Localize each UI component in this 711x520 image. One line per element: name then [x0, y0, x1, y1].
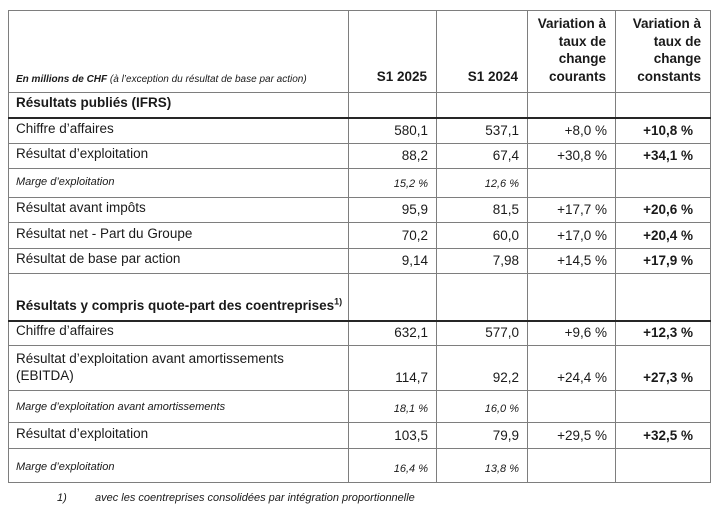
- empty-cell: [348, 273, 437, 322]
- value-variation-constants: +10,8 %: [615, 117, 711, 144]
- footnote-reference: 1): [334, 296, 343, 307]
- value-s1-2024: 12,6 %: [436, 168, 528, 198]
- empty-cell: [615, 92, 711, 119]
- row-label: Résultat d’exploitation: [8, 422, 349, 449]
- value-variation-courants: +9,6 %: [527, 320, 616, 346]
- value-variation-constants: +20,4 %: [615, 222, 711, 249]
- value-s1-2025: 580,1: [348, 117, 437, 144]
- value-s1-2025: 70,2: [348, 222, 437, 249]
- value-s1-2025: 9,14: [348, 248, 437, 274]
- empty-cell: [527, 448, 616, 483]
- empty-cell: [436, 92, 528, 119]
- value-variation-constants: +20,6 %: [615, 197, 711, 223]
- column-header-variation-constants: Variation à taux de change constants: [615, 10, 711, 93]
- value-variation-courants: +17,7 %: [527, 197, 616, 223]
- value-variation-courants: +30,8 %: [527, 143, 616, 169]
- table-row-ebitda: Résultat d’exploitation avant amortissem…: [8, 345, 711, 391]
- footnote-text: avec les coentreprises consolidées par i…: [95, 492, 415, 504]
- row-label: Résultat d’exploitation avant amortissem…: [8, 345, 349, 391]
- row-label: Résultat avant impôts: [8, 197, 349, 223]
- empty-cell: [527, 273, 616, 322]
- empty-cell: [527, 92, 616, 119]
- empty-cell: [527, 168, 616, 198]
- table-row: Résultat avant impôts 95,9 81,5 +17,7 % …: [8, 197, 711, 223]
- section-title: Résultats y compris quote-part des coent…: [8, 273, 349, 322]
- column-header-s1-2025: S1 2025: [348, 10, 437, 93]
- empty-cell: [615, 273, 711, 322]
- value-s1-2025: 88,2: [348, 143, 437, 169]
- value-s1-2025: 16,4 %: [348, 448, 437, 483]
- row-label: Marge d’exploitation avant amortissement…: [8, 390, 349, 423]
- unit-note-regular: (à l’exception du résultat de base par a…: [107, 74, 307, 85]
- value-variation-courants: +24,4 %: [527, 345, 616, 391]
- footnote-marker: 1): [57, 492, 67, 504]
- row-label: Résultat d’exploitation: [8, 143, 349, 169]
- value-s1-2024: 16,0 %: [436, 390, 528, 423]
- value-variation-constants: +32,5 %: [615, 422, 711, 449]
- column-header-s1-2024: S1 2024: [436, 10, 528, 93]
- value-s1-2024: 537,1: [436, 117, 528, 144]
- table-row-margin: Marge d’exploitation 16,4 % 13,8 %: [8, 448, 711, 483]
- column-header-variation-courants: Variation à taux de change courants: [527, 10, 616, 93]
- table-row: Résultat de base par action 9,14 7,98 +1…: [8, 248, 711, 274]
- value-variation-courants: +14,5 %: [527, 248, 616, 274]
- row-label: Résultat net - Part du Groupe: [8, 222, 349, 249]
- value-s1-2024: 577,0: [436, 320, 528, 346]
- row-label: Chiffre d’affaires: [8, 117, 349, 144]
- value-s1-2025: 632,1: [348, 320, 437, 346]
- empty-cell: [615, 390, 711, 423]
- table-header-row: En millions de CHF (à l’exception du rés…: [8, 10, 711, 93]
- value-s1-2024: 81,5: [436, 197, 528, 223]
- value-variation-courants: +17,0 %: [527, 222, 616, 249]
- value-s1-2024: 7,98: [436, 248, 528, 274]
- table-row: Résultat net - Part du Groupe 70,2 60,0 …: [8, 222, 711, 249]
- row-label: Marge d’exploitation: [8, 168, 349, 198]
- value-variation-constants: +12,3 %: [615, 320, 711, 346]
- empty-cell: [348, 92, 437, 119]
- value-s1-2024: 79,9: [436, 422, 528, 449]
- row-label: Chiffre d’affaires: [8, 320, 349, 346]
- section-title: Résultats publiés (IFRS): [8, 92, 349, 119]
- section-row-ifrs: Résultats publiés (IFRS): [8, 92, 711, 119]
- empty-cell: [527, 390, 616, 423]
- table-row-margin: Marge d’exploitation 15,2 % 12,6 %: [8, 168, 711, 198]
- table-row: Chiffre d’affaires 632,1 577,0 +9,6 % +1…: [8, 320, 711, 346]
- section-row-coentreprises: Résultats y compris quote-part des coent…: [8, 273, 711, 322]
- unit-note-bold: En millions de CHF: [16, 74, 108, 85]
- value-s1-2024: 67,4: [436, 143, 528, 169]
- value-s1-2025: 15,2 %: [348, 168, 437, 198]
- footnote: 1) avec les coentreprises consolidées pa…: [57, 492, 415, 504]
- value-s1-2024: 13,8 %: [436, 448, 528, 483]
- empty-cell: [436, 273, 528, 322]
- empty-cell: [615, 168, 711, 198]
- value-variation-courants: +8,0 %: [527, 117, 616, 144]
- value-s1-2025: 114,7: [348, 345, 437, 391]
- empty-cell: [615, 448, 711, 483]
- value-s1-2024: 60,0: [436, 222, 528, 249]
- section-title-text: Résultats y compris quote-part des coent…: [16, 297, 335, 313]
- value-variation-constants: +27,3 %: [615, 345, 711, 391]
- table-row: Résultat d’exploitation 103,5 79,9 +29,5…: [8, 422, 711, 449]
- value-variation-constants: +34,1 %: [615, 143, 711, 169]
- table-row: Chiffre d’affaires 580,1 537,1 +8,0 % +1…: [8, 117, 711, 144]
- table-row-margin: Marge d’exploitation avant amortissement…: [8, 390, 711, 423]
- value-s1-2025: 95,9: [348, 197, 437, 223]
- financial-results-table: En millions de CHF (à l’exception du rés…: [8, 10, 711, 483]
- table-row: Résultat d’exploitation 88,2 67,4 +30,8 …: [8, 143, 711, 169]
- value-s1-2025: 18,1 %: [348, 390, 437, 423]
- value-variation-constants: +17,9 %: [615, 248, 711, 274]
- value-s1-2025: 103,5: [348, 422, 437, 449]
- row-label: Résultat de base par action: [8, 248, 349, 274]
- unit-note: En millions de CHF (à l’exception du rés…: [8, 10, 349, 93]
- row-label: Marge d’exploitation: [8, 448, 349, 483]
- value-variation-courants: +29,5 %: [527, 422, 616, 449]
- value-s1-2024: 92,2: [436, 345, 528, 391]
